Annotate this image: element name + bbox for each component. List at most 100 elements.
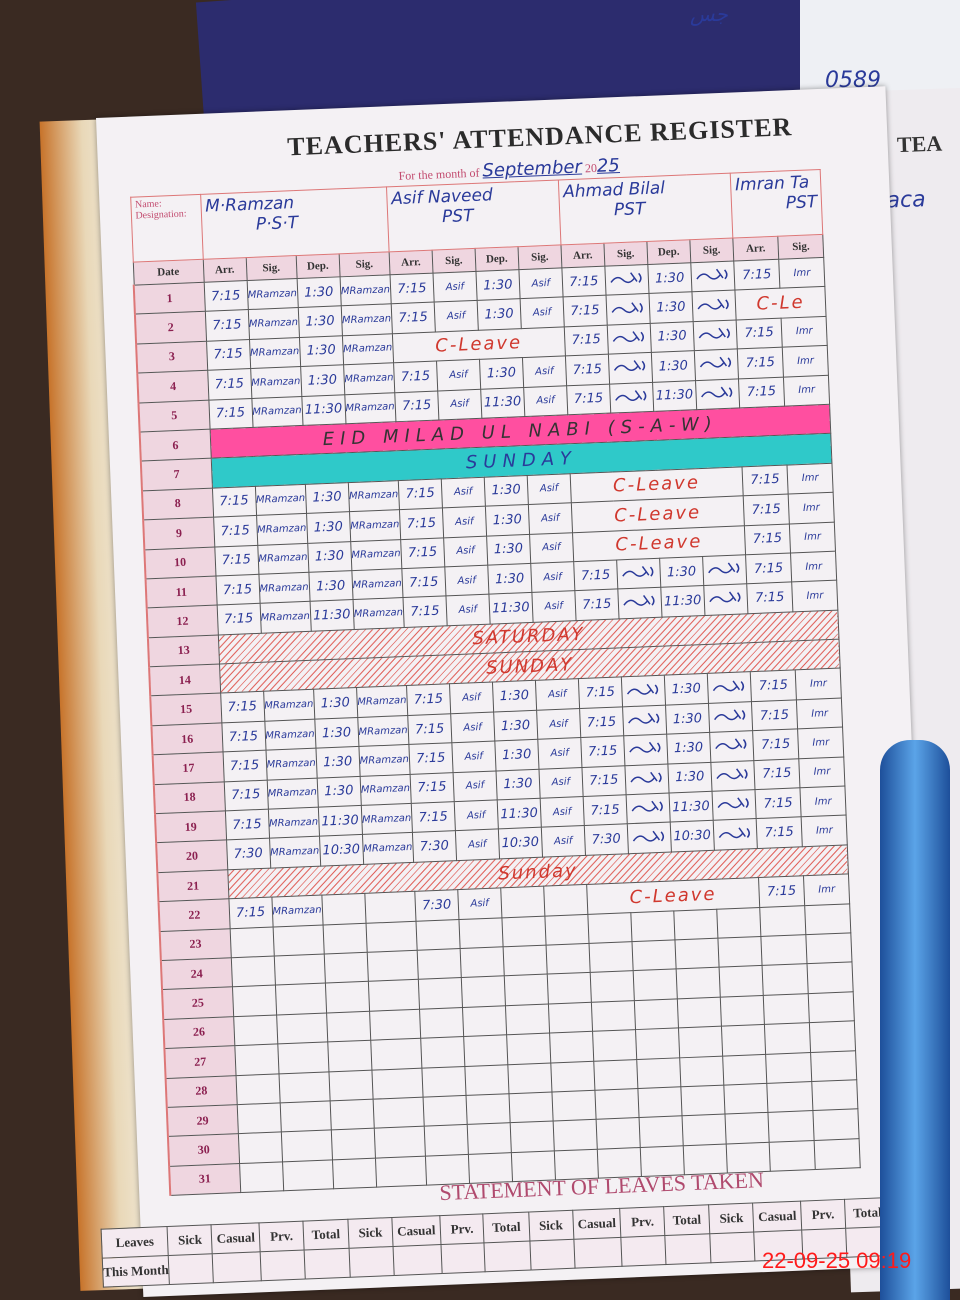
attendance-cell: 7:15 xyxy=(750,670,797,702)
column-header: Sig. xyxy=(603,241,648,267)
signature: Asif xyxy=(464,750,484,763)
attendance-cell: MRamzan xyxy=(267,807,320,839)
attendance-cell xyxy=(809,1020,856,1053)
attendance-cell: Asif xyxy=(450,711,495,743)
date-cell: 7 xyxy=(140,458,212,491)
attendance-cell: 7:15 xyxy=(398,478,443,510)
attendance-table: Name: Designation: M·Ramzan P·S·T Asif Navee… xyxy=(129,169,861,1196)
attendance-cell: 1:30 xyxy=(493,710,538,742)
attendance-cell: Imr xyxy=(800,786,847,818)
attendance-cell: 7:15 xyxy=(578,677,623,709)
date-cell: 24 xyxy=(160,957,232,990)
signature: MRamzan xyxy=(268,816,319,830)
signature: Asif xyxy=(453,486,473,499)
signature: Asif xyxy=(547,688,567,701)
attendance-cell: MRamzan xyxy=(266,777,319,810)
attendance-cell: Asif xyxy=(452,770,498,802)
attendance-cell xyxy=(807,962,854,994)
attendance-cell: Asif xyxy=(437,388,482,420)
attendance-cell xyxy=(548,1002,593,1034)
attendance-cell: Asif xyxy=(541,825,586,857)
attendance-cell xyxy=(545,943,591,975)
signature: Imr xyxy=(801,472,819,485)
attendance-cell: Imr xyxy=(778,257,826,289)
attendance-cell xyxy=(625,793,671,825)
attendance-cell: Imr xyxy=(798,756,846,788)
attendance-cell xyxy=(808,991,855,1023)
attendance-cell xyxy=(543,884,588,916)
attendance-cell xyxy=(763,993,810,1025)
signature: Asif xyxy=(446,310,466,323)
statement-cell xyxy=(621,1235,667,1267)
attendance-cell: Asif xyxy=(457,888,502,920)
attendance-cell: MRamzan xyxy=(339,274,392,307)
signature-scribble-icon xyxy=(626,683,658,695)
attendance-cell xyxy=(233,1014,278,1046)
attendance-cell xyxy=(366,950,419,982)
table-row: 15 7:15 MRamzan 1:30 MRamzan 7:15 Asif 1:30 Asif… xyxy=(150,668,842,726)
attendance-cell: 7:30 xyxy=(414,889,459,921)
attendance-cell xyxy=(595,1117,641,1149)
signature: MRamzan xyxy=(248,317,299,331)
signature: Asif xyxy=(462,692,481,704)
signature: MRamzan xyxy=(264,698,314,712)
attendance-cell xyxy=(505,1003,550,1035)
date-cell: 26 xyxy=(163,1016,235,1049)
signature-scribble-icon xyxy=(707,562,740,574)
signature: MRamzan xyxy=(251,375,301,389)
teacher-designation: PST xyxy=(613,199,646,221)
signature: Asif xyxy=(542,541,561,554)
statement-column-header: Prv. xyxy=(620,1206,665,1238)
attendance-cell: 7:15 xyxy=(741,464,789,496)
attendance-cell xyxy=(681,1114,727,1146)
attendance-cell xyxy=(692,319,738,351)
table-row: 5 7:15 MRamzan 11:30 MRamzan 7:15 Asif 11:30 Asi… xyxy=(138,374,830,432)
signature: Asif xyxy=(534,365,554,378)
attendance-cell xyxy=(711,789,757,821)
signature: Imr xyxy=(811,707,829,720)
attendance-cell xyxy=(278,1071,330,1103)
attendance-cell xyxy=(418,977,463,1010)
attendance-cell: Asif xyxy=(451,741,496,773)
attendance-cell: 1:30 xyxy=(305,482,350,514)
table-row: 16 7:15 MRamzan 1:30 MRamzan 7:15 Asif 1:30 Asif… xyxy=(151,697,843,755)
teacher-header: Asif Naveed PST xyxy=(386,180,561,252)
attendance-cell: 1:30 xyxy=(665,703,710,735)
date-cell: 20 xyxy=(156,840,228,873)
attendance-cell: MRamzan xyxy=(350,539,402,571)
attendance-cell xyxy=(464,1064,509,1096)
attendance-cell xyxy=(272,924,324,957)
attendance-cell: 7:15 xyxy=(580,736,625,768)
attendance-cell xyxy=(280,1130,333,1162)
attendance-cell xyxy=(507,1062,552,1094)
signature-scribble-icon xyxy=(612,331,644,343)
signature: Asif xyxy=(552,806,572,818)
signature: MRamzan xyxy=(249,346,300,360)
attendance-cell: 7:15 xyxy=(207,368,252,400)
table-row: 12 7:15 MRamzan 11:30 MRamzan 7:15 Asif 11:30 As… xyxy=(146,580,839,638)
date-cell: 3 xyxy=(136,341,208,374)
attendance-cell: Asif xyxy=(522,356,567,388)
date-cell: 12 xyxy=(146,605,218,638)
signature: Asif xyxy=(543,571,563,584)
statement-column-header: Sick xyxy=(528,1210,574,1242)
column-header: Dep. xyxy=(474,246,519,272)
attendance-cell xyxy=(424,1124,469,1156)
date-cell: 11 xyxy=(145,575,217,609)
signature-scribble-icon xyxy=(627,712,660,724)
attendance-cell: 11:30 xyxy=(652,380,697,412)
attendance-cell xyxy=(332,1157,377,1189)
date-cell: 10 xyxy=(144,546,216,579)
attendance-cell: Asif xyxy=(455,829,500,861)
signature-scribble-icon xyxy=(712,680,744,691)
attendance-cell xyxy=(327,1040,372,1072)
signature: Imr xyxy=(798,384,816,397)
signature: MRamzan xyxy=(358,724,408,738)
statement-cell xyxy=(573,1237,623,1269)
attendance-cell: 1:30 xyxy=(494,739,539,771)
attendance-cell xyxy=(462,1005,507,1037)
attendance-cell xyxy=(679,1055,724,1087)
attendance-cell xyxy=(550,1060,595,1092)
attendance-cell: 1:30 xyxy=(650,321,695,353)
attendance-cell: 1:30 xyxy=(313,687,358,720)
